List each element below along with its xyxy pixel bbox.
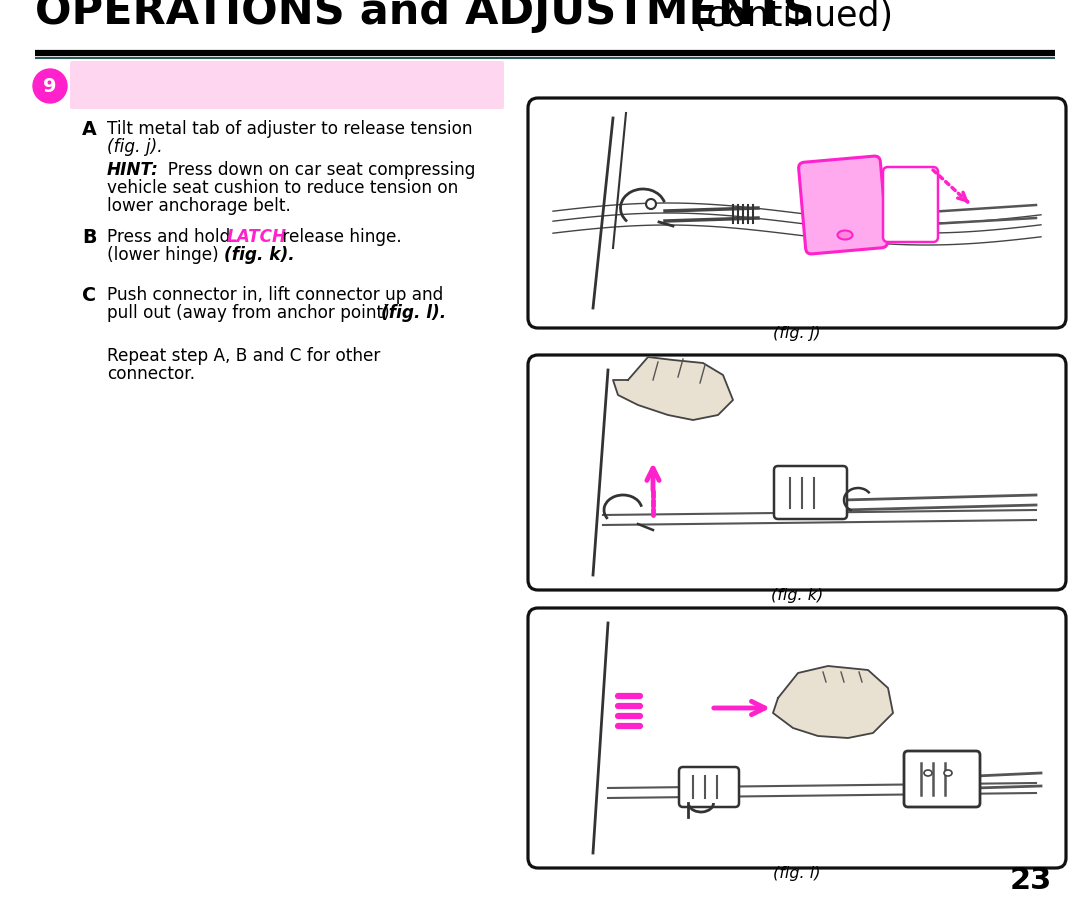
Text: Repeat step A, B and C for other: Repeat step A, B and C for other bbox=[107, 347, 380, 365]
FancyBboxPatch shape bbox=[883, 167, 939, 242]
Text: 9: 9 bbox=[43, 77, 57, 96]
Text: (fig. l).: (fig. l). bbox=[381, 304, 446, 322]
FancyBboxPatch shape bbox=[904, 751, 980, 807]
Circle shape bbox=[33, 69, 67, 103]
Text: Tilt metal tab of adjuster to release tension: Tilt metal tab of adjuster to release te… bbox=[107, 120, 473, 138]
Text: (fig. k).: (fig. k). bbox=[224, 246, 295, 264]
FancyBboxPatch shape bbox=[528, 355, 1066, 590]
Text: (continued): (continued) bbox=[693, 0, 893, 33]
Circle shape bbox=[646, 199, 656, 209]
Text: Press and hold: Press and hold bbox=[107, 228, 235, 246]
Text: (lower hinge): (lower hinge) bbox=[107, 246, 224, 264]
Text: OPERATIONS and ADJUSTMENTS: OPERATIONS and ADJUSTMENTS bbox=[35, 0, 814, 33]
Text: HINT:: HINT: bbox=[107, 161, 159, 179]
Text: lower anchorage belt.: lower anchorage belt. bbox=[107, 197, 291, 215]
Text: connector.: connector. bbox=[107, 365, 195, 383]
Text: (fig. k): (fig. k) bbox=[771, 588, 823, 603]
FancyBboxPatch shape bbox=[528, 98, 1066, 328]
Polygon shape bbox=[773, 666, 893, 738]
Text: Removing: Removing bbox=[80, 76, 186, 94]
Text: (fig. l): (fig. l) bbox=[773, 866, 821, 881]
Text: vehicle seat cushion to reduce tension on: vehicle seat cushion to reduce tension o… bbox=[107, 179, 458, 197]
Text: Points:: Points: bbox=[80, 92, 151, 110]
FancyBboxPatch shape bbox=[798, 156, 888, 254]
Text: pull out (away from anchor point): pull out (away from anchor point) bbox=[107, 304, 395, 322]
Text: (fig. j).: (fig. j). bbox=[107, 138, 163, 156]
FancyBboxPatch shape bbox=[679, 767, 739, 807]
Text: A: A bbox=[82, 120, 97, 139]
Text: Press down on car seat compressing: Press down on car seat compressing bbox=[157, 161, 475, 179]
Text: Push connector in, lift connector up and: Push connector in, lift connector up and bbox=[107, 286, 443, 304]
Ellipse shape bbox=[837, 230, 852, 239]
Text: 23: 23 bbox=[1010, 866, 1052, 895]
Ellipse shape bbox=[944, 770, 951, 776]
FancyBboxPatch shape bbox=[774, 466, 847, 519]
Text: release hinge.: release hinge. bbox=[276, 228, 402, 246]
Text: from Vehicle Anchor: from Vehicle Anchor bbox=[227, 76, 438, 94]
Text: LATCH: LATCH bbox=[170, 76, 234, 94]
Text: B: B bbox=[82, 228, 96, 247]
Ellipse shape bbox=[924, 770, 932, 776]
Text: C: C bbox=[82, 286, 96, 305]
Text: LATCH: LATCH bbox=[227, 228, 287, 246]
FancyBboxPatch shape bbox=[70, 61, 504, 109]
Text: (fig. j): (fig. j) bbox=[773, 326, 821, 341]
Polygon shape bbox=[613, 357, 733, 420]
FancyBboxPatch shape bbox=[528, 608, 1066, 868]
